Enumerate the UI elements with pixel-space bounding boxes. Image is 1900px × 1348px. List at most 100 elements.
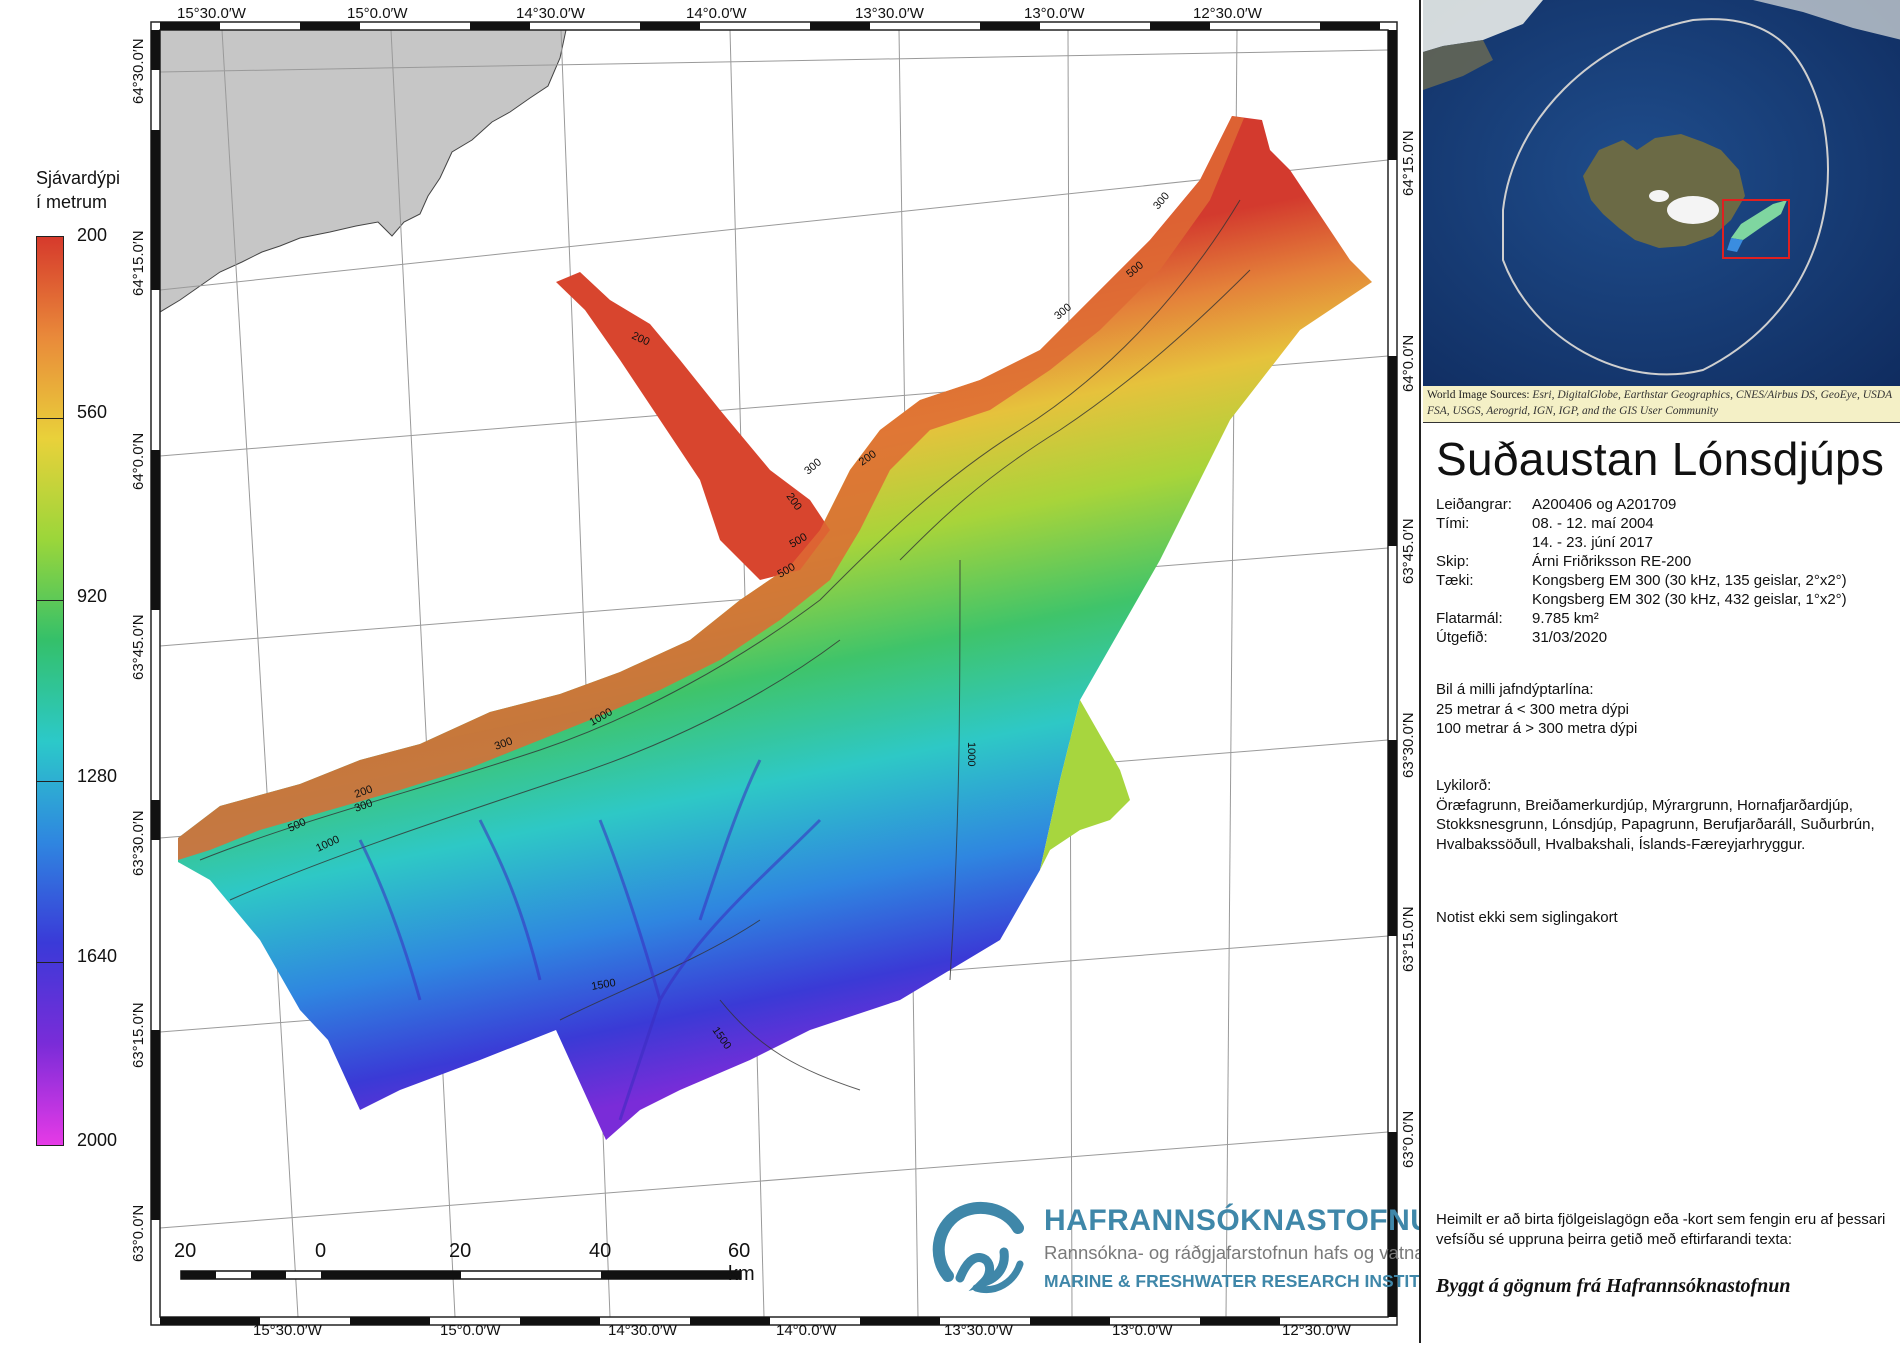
survey-spur [1040, 700, 1130, 870]
info-value: A200406 og A201709 [1532, 496, 1677, 513]
legend-tick [36, 962, 64, 963]
info-value: 9.785 km² [1532, 610, 1599, 627]
overview-inset-map[interactable] [1423, 0, 1900, 386]
info-key: Skip: [1436, 553, 1470, 570]
legend-label: 560 [77, 402, 108, 422]
scale-label: 60 km [728, 1240, 755, 1285]
land-area [160, 30, 567, 313]
lon-label-bottom: 15°30.0′W [253, 1322, 322, 1339]
legend-title: Sjávardýpi í metrum [36, 166, 120, 214]
lat-label-left: 64°0.0′N [130, 432, 147, 490]
info-panel: World Image Sources: Esri, DigitalGlobe,… [1419, 0, 1900, 1343]
lon-label-bottom: 14°30.0′W [608, 1322, 677, 1339]
lat-label-left: 64°30.0′N [130, 38, 147, 104]
scale-label: 20 [174, 1240, 197, 1262]
legend-title-line2: í metrum [36, 192, 108, 212]
lat-label-left: 63°15.0′N [130, 1002, 147, 1068]
keywords-heading: Lykilorð: [1436, 777, 1492, 794]
lon-label-top: 12°30.0′W [1193, 5, 1262, 22]
inset-credit-text: Esri, DigitalGlobe, Earthstar Geographic… [1427, 389, 1892, 417]
lon-label-top: 14°0.0′W [686, 5, 747, 22]
legend-label: 1280 [77, 766, 118, 786]
info-value: Kongsberg EM 302 (30 kHz, 432 geislar, 1… [1532, 591, 1847, 608]
lon-label-top: 14°30.0′W [516, 5, 585, 22]
scale-bar [180, 1270, 742, 1280]
info-key: Tími: [1436, 515, 1470, 532]
contour-line-2: 100 metrar á > 300 metra dýpi [1436, 720, 1638, 737]
logo-name: HAFRANNSÓKNASTOFNUN [1044, 1204, 1455, 1237]
scale-labels: 20 0 20 40 60 km [174, 1240, 755, 1285]
lon-label-top: 13°0.0′W [1024, 5, 1085, 22]
lon-label-top: 15°30.0′W [177, 5, 246, 22]
info-value: Kongsberg EM 300 (30 kHz, 135 geislar, 2… [1532, 572, 1847, 589]
lat-label-right: 63°30.0′N [1400, 712, 1417, 778]
data-credit: Byggt á gögnum frá Hafrannsóknastofnun [1436, 1275, 1791, 1297]
institute-logo: HAFRANNSÓKNASTOFNUN Rannsókna- og ráðgja… [928, 1198, 1455, 1298]
legend-tick [36, 600, 64, 601]
license-text: Heimilt er að birta fjölgeislagögn eða -… [1436, 1211, 1886, 1248]
depth-color-ramp [36, 236, 64, 1146]
scale-label: 40 [589, 1240, 612, 1262]
bathymetry-map[interactable]: 200 300 500 200 300 500 200 300 500 1000… [0, 0, 1419, 1343]
neatline [151, 22, 1397, 1325]
outer-border [150, 21, 1398, 1326]
lat-label-left: 64°15.0′N [130, 230, 147, 296]
contour-line-1: 25 metrar á < 300 metra dýpi [1436, 700, 1630, 718]
info-value: 08. - 12. maí 2004 [1532, 515, 1654, 532]
legend-label: 920 [77, 586, 108, 606]
legend-tick [36, 418, 64, 419]
survey-main [178, 116, 1372, 1140]
lat-label-left: 63°0.0′N [130, 1204, 147, 1262]
legend-title-line1: Sjávardýpi [36, 168, 121, 188]
lat-label-right: 64°15.0′N [1400, 130, 1417, 196]
contour-label: 200 [353, 783, 374, 801]
logo-english: MARINE & FRESHWATER RESEARCH INSTITUTE [1044, 1271, 1455, 1291]
contour-label: 300 [493, 735, 514, 753]
lon-label-bottom: 15°0.0′W [440, 1322, 501, 1339]
map-title: Suðaustan Lónsdjúps [1436, 433, 1885, 485]
lon-label-top: 15°0.0′W [347, 5, 408, 22]
contour-label: 1000 [965, 742, 977, 766]
lon-label-bottom: 14°0.0′W [776, 1322, 837, 1339]
info-value: 31/03/2020 [1532, 629, 1608, 646]
navigation-notice: Notist ekki sem siglingakort [1436, 909, 1618, 926]
legend-label: 1640 [77, 946, 118, 966]
legend-label: 200 [77, 225, 108, 245]
inset-credit-label: World Image Sources: [1427, 389, 1530, 401]
info-value: 14. - 23. júní 2017 [1532, 534, 1653, 551]
lon-label-bottom: 12°30.0′W [1282, 1322, 1351, 1339]
lat-label-right: 63°45.0′N [1400, 518, 1417, 584]
survey-channel [556, 272, 830, 580]
legend-label: 2000 [77, 1130, 118, 1150]
info-key: Útgefið: [1436, 629, 1488, 646]
lon-label-bottom: 13°0.0′W [1112, 1322, 1173, 1339]
contour-label: 1500 [590, 977, 616, 993]
contour-info: Bil á milli jafndýptarlína: 25 metrar á … [1436, 680, 1886, 739]
contour-label: 300 [353, 797, 374, 815]
info-value: Árni Friðriksson RE-200 [1532, 553, 1692, 570]
scale-label: 20 [449, 1240, 472, 1262]
lat-label-right: 64°0.0′N [1400, 334, 1417, 392]
scale-label: 0 [315, 1240, 327, 1262]
info-key: Leiðangrar: [1436, 496, 1512, 513]
eez-boundary [1502, 18, 1829, 376]
inset-credit: World Image Sources: Esri, DigitalGlobe,… [1423, 386, 1900, 423]
study-area-box [1722, 199, 1790, 259]
lat-label-left: 63°30.0′N [130, 810, 147, 876]
map-border [159, 29, 1389, 1318]
wave-logo-icon [932, 1201, 1024, 1293]
info-key: Flatarmál: [1436, 610, 1503, 627]
lat-label-right: 63°0.0′N [1400, 1110, 1417, 1168]
lat-label-right: 63°15.0′N [1400, 906, 1417, 972]
keywords-block: Lykilorð: Öræfagrunn, Breiðamerkurdjúp, … [1436, 776, 1886, 854]
keywords-text: Öræfagrunn, Breiðamerkurdjúp, Mýrargrunn… [1436, 796, 1875, 853]
contour-lines [199, 199, 1251, 1091]
logo-subtitle: Rannsókna- og ráðgjafarstofnun hafs og v… [1044, 1242, 1425, 1263]
lat-label-left: 63°45.0′N [130, 614, 147, 680]
contour-heading: Bil á milli jafndýptarlína: [1436, 681, 1594, 698]
canyons [358, 759, 822, 1121]
info-key: Tæki: [1436, 572, 1474, 589]
lon-label-top: 13°30.0′W [855, 5, 924, 22]
inset-satellite-image [1423, 0, 1900, 386]
legend-tick [36, 781, 64, 782]
